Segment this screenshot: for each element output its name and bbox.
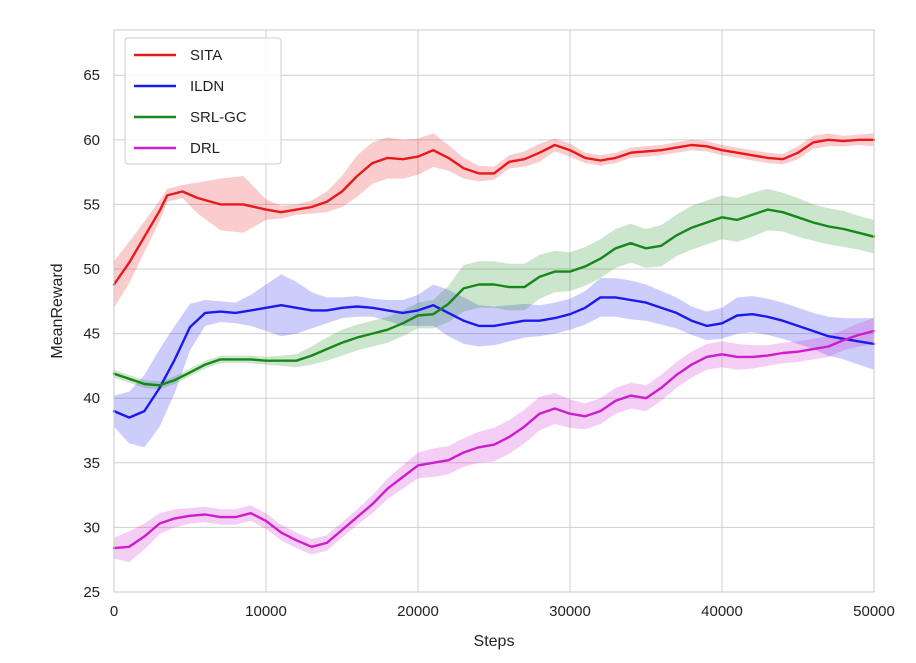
y-tick-label: 40 (83, 390, 100, 407)
line-sita (112, 138, 876, 286)
line-drl (112, 329, 876, 550)
plot-frame (113, 29, 875, 593)
tick-labels: 0 10000 20000 30000 40000 50000 25 30 35 40 45 50 55… (83, 67, 895, 620)
legend-box (124, 37, 282, 165)
band-sita (114, 133, 874, 308)
legend-label-sita: SITA (190, 47, 222, 64)
y-tick-label: 35 (83, 455, 100, 472)
line-ildn (112, 296, 876, 419)
y-tick-label: 45 (83, 326, 100, 343)
y-tick-label: 30 (83, 519, 100, 536)
series-lines (112, 138, 876, 550)
legend: SITA ILDN SRL-GC DRL (124, 37, 282, 165)
y-tick-label: 65 (83, 67, 100, 84)
x-tick-label: 50000 (853, 603, 895, 620)
x-tick-label: 30000 (549, 603, 591, 620)
x-tick-label: 40000 (701, 603, 743, 620)
x-tick-label: 20000 (397, 603, 439, 620)
y-tick-label: 50 (83, 261, 100, 278)
y-tick-label: 55 (83, 196, 100, 213)
y-tick-label: 60 (83, 132, 100, 149)
grid-lines (113, 30, 875, 593)
legend-label-srl-gc: SRL-GC (190, 109, 247, 126)
legend-label-ildn: ILDN (190, 78, 224, 95)
x-tick-label: 0 (110, 603, 118, 620)
band-drl (114, 318, 874, 563)
x-tick-label: 10000 (245, 603, 287, 620)
line-srl-gc (112, 208, 876, 387)
legend-label-drl: DRL (190, 140, 220, 157)
y-axis-label: MeanReward (49, 263, 66, 358)
legend-items: SITA ILDN SRL-GC DRL (134, 47, 247, 157)
y-tick-label: 25 (83, 584, 100, 601)
band-srl-gc (114, 188, 874, 390)
x-axis-label: Steps (474, 633, 515, 650)
